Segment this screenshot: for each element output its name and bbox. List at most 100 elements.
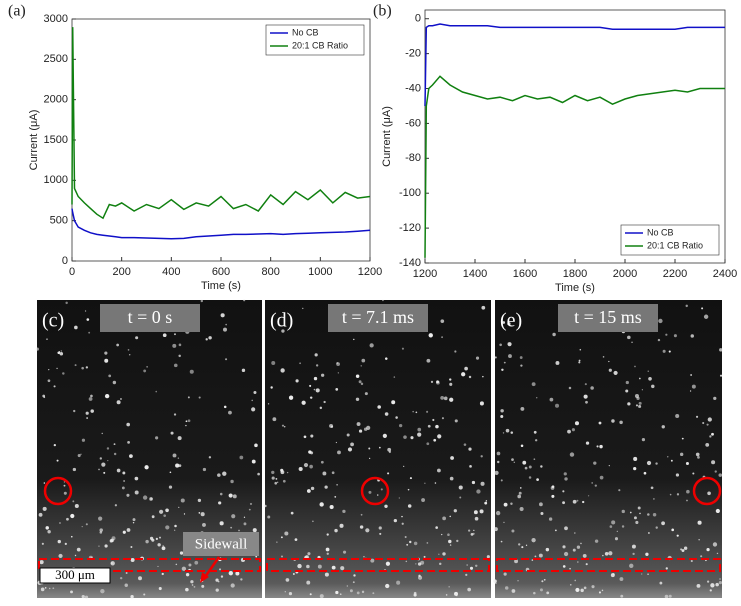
particle <box>632 552 635 556</box>
particle <box>582 500 585 504</box>
particle <box>379 532 382 535</box>
particle <box>271 476 275 480</box>
particle <box>627 402 631 406</box>
particle <box>44 587 47 589</box>
particle <box>144 465 149 470</box>
particle <box>159 509 164 514</box>
particle <box>486 555 490 559</box>
particle <box>298 467 303 472</box>
particle <box>72 500 75 503</box>
particle <box>574 421 580 426</box>
particle <box>601 589 604 592</box>
particle <box>502 432 505 434</box>
particle <box>598 591 602 594</box>
particle <box>100 588 105 594</box>
particle <box>63 481 66 483</box>
particle <box>177 457 180 459</box>
particle <box>635 520 639 525</box>
particle <box>178 343 182 347</box>
particle <box>70 535 73 538</box>
particle <box>661 425 665 429</box>
particle <box>52 587 55 590</box>
particle <box>142 495 148 500</box>
particle <box>538 553 543 558</box>
particle <box>468 375 472 379</box>
particle <box>174 524 177 528</box>
particle <box>104 393 110 399</box>
y-tick-label: 1000 <box>44 174 68 186</box>
particle <box>407 488 410 491</box>
particle <box>715 508 720 514</box>
particle <box>647 370 649 372</box>
particle <box>350 442 354 447</box>
particle <box>629 511 632 514</box>
particle <box>443 396 448 401</box>
y-tick-label: 1500 <box>44 134 68 146</box>
particle <box>335 590 339 595</box>
particle <box>665 333 668 336</box>
particle <box>436 380 440 385</box>
particle <box>88 331 91 334</box>
particle <box>314 353 318 357</box>
particle <box>138 576 142 581</box>
particle <box>441 417 444 420</box>
particle <box>655 526 658 529</box>
particle <box>456 594 458 597</box>
particle <box>662 349 666 353</box>
particle <box>536 478 539 481</box>
y-tick-label: -20 <box>405 48 421 60</box>
particle <box>502 321 506 324</box>
particle <box>43 482 46 484</box>
particle <box>445 594 448 596</box>
particle <box>474 516 479 521</box>
particle <box>157 543 161 547</box>
particle <box>609 525 613 528</box>
particle <box>155 436 159 440</box>
particle <box>655 462 658 465</box>
particle <box>469 465 472 468</box>
particle <box>545 547 550 552</box>
particle <box>170 431 174 435</box>
particle <box>696 583 701 588</box>
particle <box>473 529 475 532</box>
particle <box>438 553 440 555</box>
particle <box>467 587 471 592</box>
particle <box>583 586 587 590</box>
particle <box>539 502 543 507</box>
particle <box>564 526 568 531</box>
particle <box>157 565 159 568</box>
particle <box>385 583 390 589</box>
particle <box>555 403 560 408</box>
particle <box>567 429 571 434</box>
particle <box>369 457 371 460</box>
particle <box>189 369 194 374</box>
particle <box>337 372 339 374</box>
particle <box>128 354 131 356</box>
particle <box>569 452 575 457</box>
particle <box>356 422 361 427</box>
particle <box>359 525 364 529</box>
particle <box>73 409 76 413</box>
particle <box>173 413 177 416</box>
micrograph <box>265 300 491 598</box>
particle <box>602 356 605 358</box>
particle <box>531 559 534 561</box>
particle <box>404 536 407 539</box>
particle <box>546 591 550 595</box>
particle <box>368 490 372 494</box>
particle <box>418 574 421 578</box>
particle <box>562 565 566 568</box>
particle <box>614 537 619 541</box>
panel-label: (e) <box>500 310 522 332</box>
particle <box>514 559 519 564</box>
particle <box>505 428 510 433</box>
particle <box>550 486 555 490</box>
particle <box>271 470 275 475</box>
particle <box>77 454 81 458</box>
particle <box>308 450 312 454</box>
particle <box>475 564 478 568</box>
particle <box>319 594 324 599</box>
particle <box>85 411 89 415</box>
x-tick-label: 1000 <box>308 266 332 278</box>
particle <box>658 318 663 324</box>
